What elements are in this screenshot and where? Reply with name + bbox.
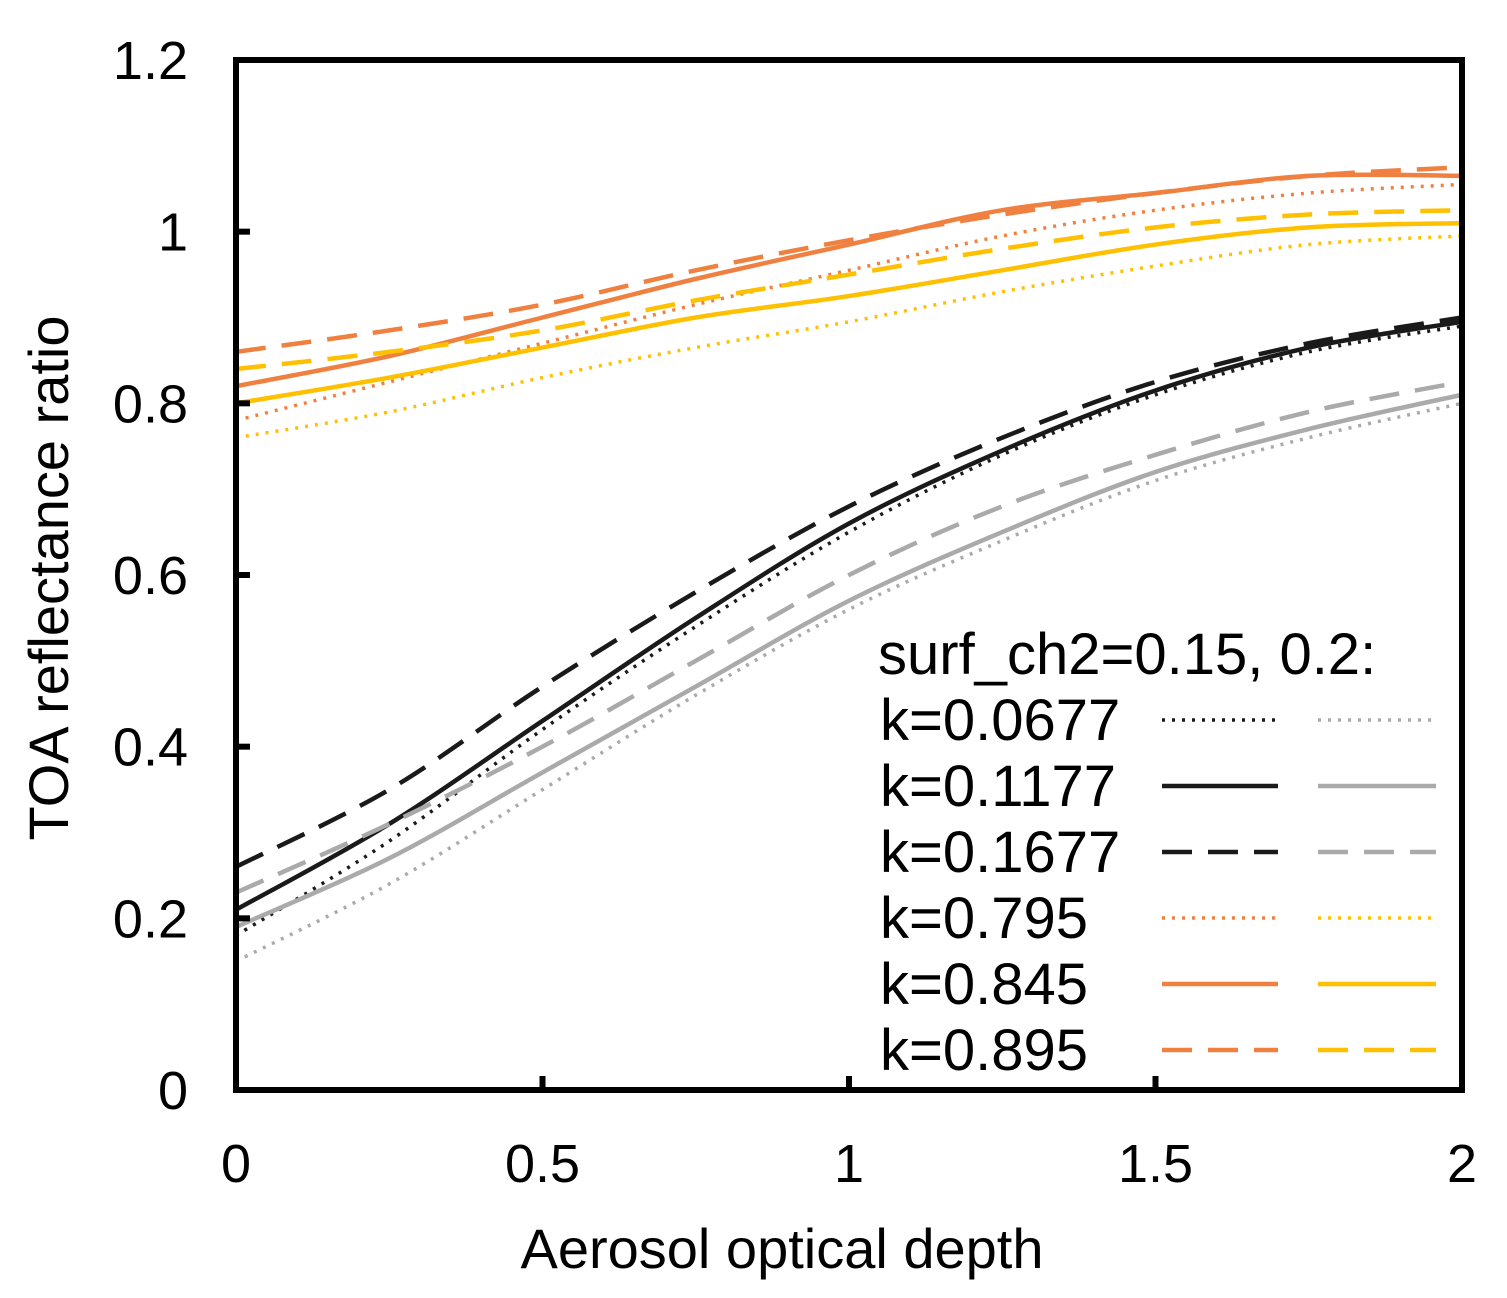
x-tick-label: 0.5 <box>505 1134 580 1194</box>
y-tick-label: 0 <box>158 1061 188 1121</box>
x-tick-label: 1 <box>834 1134 864 1194</box>
y-tick-label: 0.8 <box>113 374 188 434</box>
x-tick-label: 2 <box>1447 1134 1477 1194</box>
series-line-7 <box>235 182 1463 423</box>
x-tick-label: 1.5 <box>1118 1134 1193 1194</box>
y-axis-title: TOA reflectance ratio <box>17 316 80 841</box>
y-tick-label: 1.2 <box>113 31 188 91</box>
legend-title: surf_ch2=0.15, 0.2: <box>878 622 1376 687</box>
legend-entry-bg <box>873 888 1155 946</box>
legend-label: k=0.795 <box>880 886 1088 951</box>
legend-entry-bg <box>873 756 1155 814</box>
series-line-4 <box>235 392 1463 929</box>
legend: surf_ch2=0.15, 0.2: k=0.0677k=0.1177k=0.… <box>873 622 1436 1083</box>
series-line-3 <box>234 319 1463 912</box>
legend-label: k=0.845 <box>880 952 1088 1017</box>
series-line-8 <box>235 234 1463 440</box>
series-layer <box>234 165 1463 963</box>
legend-label: k=0.1177 <box>880 754 1116 819</box>
y-tick-label: 0.6 <box>113 546 188 606</box>
legend-label: k=0.0677 <box>880 688 1120 753</box>
legend-label: k=0.895 <box>880 1018 1088 1083</box>
legend-label: k=0.1677 <box>880 820 1120 885</box>
y-tick-label: 0.4 <box>113 718 188 778</box>
series-line-12 <box>235 207 1463 372</box>
x-tick-label: 0 <box>221 1134 251 1194</box>
legend-entry-bg <box>873 954 1155 1012</box>
series-line-11 <box>235 165 1463 355</box>
series-line-1 <box>235 324 1463 937</box>
legend-entry-bg <box>873 1020 1155 1078</box>
series-line-6 <box>235 379 1463 895</box>
legend-entry-bg <box>873 822 1155 880</box>
x-axis-title: Aerosol optical depth <box>520 1217 1043 1280</box>
series-line-5 <box>234 315 1463 869</box>
legend-entry-bg <box>873 690 1155 748</box>
ticks: 0 0.5 1 1.5 2 0 0.2 0.4 0.6 0.8 1 1.2 <box>113 31 1477 1194</box>
series-line-2 <box>235 401 1463 963</box>
y-tick-label: 1 <box>158 203 188 263</box>
series-line-10 <box>235 220 1463 406</box>
y-tick-label: 0.2 <box>113 889 188 949</box>
